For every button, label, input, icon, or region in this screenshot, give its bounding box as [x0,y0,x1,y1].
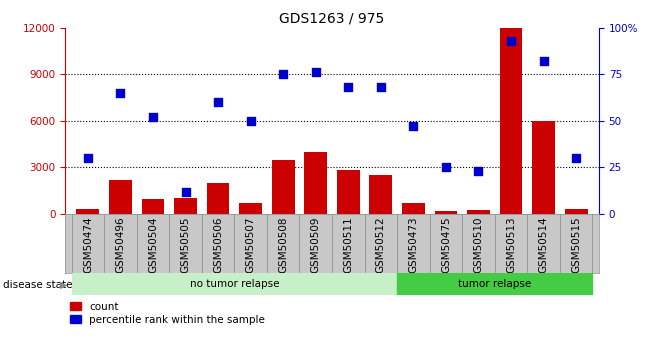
Text: GSM50514: GSM50514 [538,217,549,274]
Point [311,70,321,75]
Bar [337,170,359,214]
Point [148,114,158,120]
Text: ▶: ▶ [60,280,68,289]
Text: GSM50515: GSM50515 [571,217,581,274]
Legend: count, percentile rank within the sample: count, percentile rank within the sample [70,302,265,325]
Bar [397,273,592,295]
Point [538,58,549,64]
Bar [207,183,229,214]
Bar [370,175,392,214]
Text: GSM50505: GSM50505 [180,217,191,273]
Text: GSM50511: GSM50511 [343,217,353,274]
Bar [72,273,397,295]
Bar [240,203,262,214]
Point [343,85,353,90]
Bar [467,210,490,214]
Bar [304,152,327,214]
Bar [77,209,99,214]
Bar [533,121,555,214]
Bar [435,211,457,214]
Text: GSM50509: GSM50509 [311,217,321,273]
Text: tumor relapse: tumor relapse [458,279,531,289]
Text: GSM50507: GSM50507 [245,217,256,273]
Text: GSM50506: GSM50506 [213,217,223,273]
Bar [564,209,587,214]
Text: GSM50512: GSM50512 [376,217,386,274]
Point [115,90,126,96]
Bar [402,203,424,214]
Text: GSM50496: GSM50496 [115,217,126,274]
Bar [500,28,522,214]
Title: GDS1263 / 975: GDS1263 / 975 [279,11,385,25]
Point [278,71,288,77]
Bar [109,180,132,214]
Point [408,124,419,129]
Point [473,168,484,174]
Text: GSM50508: GSM50508 [278,217,288,273]
Text: GSM50473: GSM50473 [408,217,419,274]
Bar [142,199,164,214]
Text: GSM50504: GSM50504 [148,217,158,273]
Bar [174,198,197,214]
Text: GSM50510: GSM50510 [473,217,484,273]
Point [245,118,256,124]
Text: GSM50475: GSM50475 [441,217,451,274]
Text: GSM50474: GSM50474 [83,217,93,274]
Point [441,165,451,170]
Point [571,155,581,161]
Point [506,38,516,43]
Text: GSM50513: GSM50513 [506,217,516,274]
Text: disease state: disease state [3,280,73,289]
Text: no tumor relapse: no tumor relapse [189,279,279,289]
Point [213,99,223,105]
Point [83,155,93,161]
Point [376,85,386,90]
Bar [272,159,295,214]
Point [180,189,191,194]
